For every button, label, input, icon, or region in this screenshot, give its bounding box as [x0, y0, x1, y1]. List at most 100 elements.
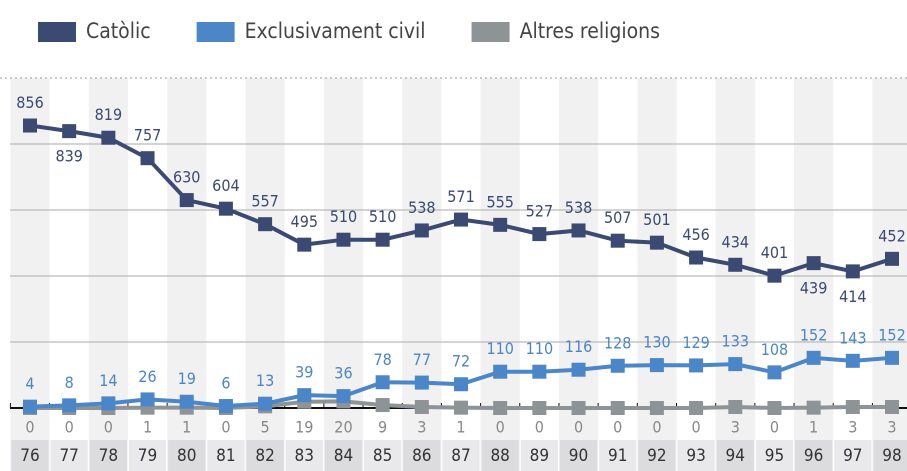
data-label: 4 — [25, 374, 34, 393]
series-marker — [493, 401, 508, 415]
data-label: 143 — [839, 328, 866, 347]
series-marker — [62, 398, 77, 413]
series-marker — [179, 193, 194, 208]
category-cell — [168, 440, 206, 471]
data-label: 0 — [25, 418, 34, 437]
series-marker — [454, 212, 468, 227]
x-tick-label: 91 — [608, 446, 627, 466]
x-tick-label: 88 — [490, 446, 509, 466]
data-label: 0 — [692, 418, 701, 437]
series-marker — [767, 365, 782, 380]
data-label: 839 — [55, 147, 82, 166]
series-marker — [140, 151, 155, 166]
data-label: 6 — [221, 374, 230, 393]
column-stripe — [323, 78, 364, 471]
data-label: 0 — [65, 418, 74, 437]
data-label: 3 — [417, 418, 426, 437]
data-label: 3 — [887, 418, 896, 437]
data-label: 130 — [643, 333, 670, 352]
category-cell — [834, 440, 872, 471]
data-label: 110 — [486, 339, 513, 358]
series-marker — [375, 375, 390, 390]
data-label: 13 — [256, 371, 274, 390]
x-tick-label: 93 — [686, 446, 705, 466]
data-label: 116 — [565, 337, 592, 356]
series-marker — [689, 358, 704, 373]
x-tick-label: 89 — [530, 446, 549, 466]
category-cell — [11, 440, 49, 471]
data-label: 604 — [212, 176, 239, 195]
category-cell — [716, 440, 754, 471]
category-cell — [520, 440, 558, 471]
series-marker — [532, 227, 547, 242]
series-marker — [218, 201, 233, 216]
x-tick-label: 78 — [99, 446, 118, 466]
data-label: 1 — [143, 418, 152, 437]
x-tick-label: 87 — [451, 446, 470, 466]
x-tick-label: 85 — [373, 446, 392, 466]
series-marker — [689, 401, 704, 415]
series-marker — [140, 392, 155, 407]
series-marker — [101, 396, 116, 411]
x-tick-label: 96 — [804, 446, 823, 466]
data-label: 630 — [173, 168, 200, 187]
series-marker — [767, 268, 782, 283]
data-label: 414 — [839, 287, 866, 306]
x-tick-label: 86 — [412, 446, 431, 466]
data-label: 3 — [848, 418, 857, 437]
category-cell — [559, 440, 598, 471]
data-label: 757 — [134, 126, 161, 145]
data-label: 77 — [413, 350, 431, 369]
data-label: 78 — [373, 350, 391, 369]
series-marker — [845, 264, 860, 279]
series-marker — [610, 358, 625, 373]
series-marker — [493, 217, 508, 232]
series-marker — [532, 364, 547, 379]
data-label: 0 — [104, 418, 113, 437]
series-marker — [845, 400, 860, 415]
data-label: 0 — [613, 418, 622, 437]
series-marker — [414, 400, 429, 415]
category-cell — [285, 440, 323, 471]
data-label: 9 — [378, 418, 387, 437]
data-label: 510 — [330, 207, 357, 226]
x-tick-label: 81 — [216, 446, 235, 466]
series-marker — [767, 401, 782, 415]
x-tick-label: 97 — [843, 446, 862, 466]
data-label: 456 — [682, 225, 709, 244]
series-marker — [532, 401, 547, 415]
data-label: 439 — [800, 279, 827, 298]
legend-label: Catòlic — [86, 19, 151, 43]
data-label: 0 — [770, 418, 779, 437]
category-cell — [50, 440, 88, 471]
x-tick-label: 84 — [334, 446, 353, 466]
series-marker — [297, 388, 312, 403]
series-marker — [610, 233, 625, 248]
category-cell — [89, 440, 127, 471]
data-label: 1 — [809, 418, 818, 437]
data-label: 128 — [604, 333, 631, 352]
legend-label: Altres religions — [520, 19, 660, 43]
category-cell — [795, 440, 833, 471]
legend-swatch — [471, 22, 510, 42]
data-label: 133 — [722, 332, 749, 351]
x-tick-label: 90 — [569, 446, 588, 466]
data-label: 3 — [731, 418, 740, 437]
category-cell — [207, 440, 245, 471]
data-label: 401 — [761, 243, 788, 262]
series-marker — [23, 399, 37, 414]
legend-swatch — [38, 22, 76, 42]
data-label: 510 — [369, 207, 396, 226]
x-tick-label: 92 — [647, 446, 666, 466]
x-tick-label: 76 — [20, 446, 39, 466]
data-label: 129 — [682, 333, 709, 352]
data-label: 452 — [878, 226, 905, 245]
data-label: 538 — [565, 198, 592, 217]
x-tick-label: 95 — [765, 446, 784, 466]
category-cell — [873, 440, 907, 471]
series-marker — [571, 362, 586, 377]
series-marker — [493, 364, 508, 379]
series-marker — [297, 237, 312, 252]
data-label: 527 — [526, 202, 553, 221]
